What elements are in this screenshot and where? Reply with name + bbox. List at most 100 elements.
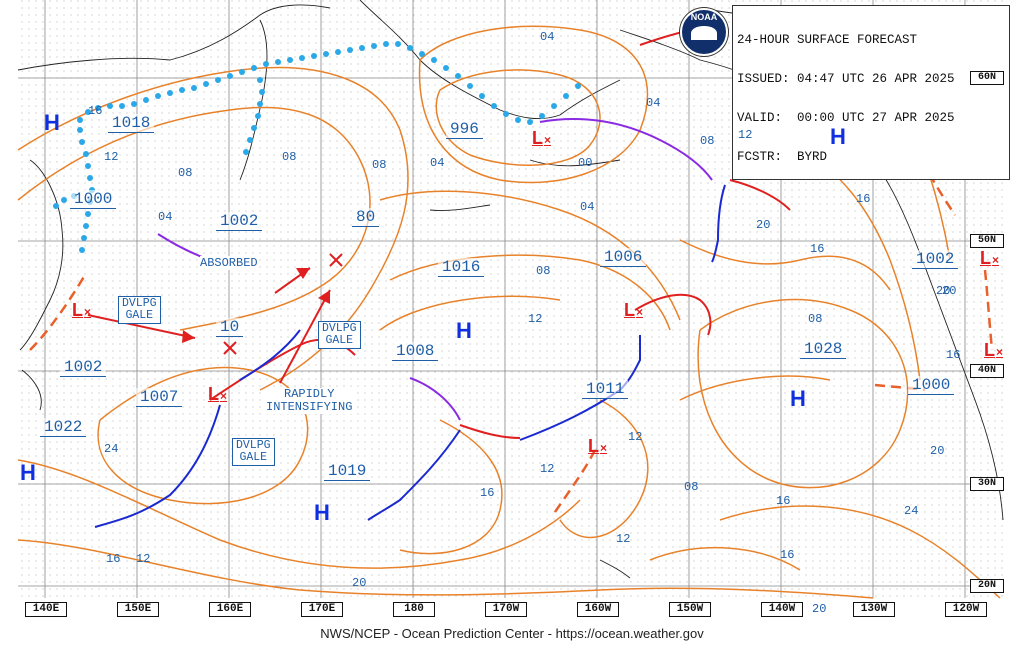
gale-box-1-line1: DVLPG — [122, 297, 157, 310]
gale-box-1: DVLPG GALE — [118, 296, 161, 324]
low-pressure-marker: L× — [588, 436, 608, 456]
isobar-label: 04 — [580, 200, 595, 214]
isobar-label: 08 — [372, 158, 387, 172]
isobar-label: 08 — [282, 150, 297, 164]
low-center-x-icon: × — [992, 253, 1000, 267]
forecast-header: 24-HOUR SURFACE FORECAST ISSUED: 04:47 U… — [732, 5, 1010, 180]
isobar-label: 00 — [578, 156, 593, 170]
arrow-heads — [182, 268, 330, 343]
pressure-value: 1002 — [60, 358, 107, 377]
isobar-label: 20 — [936, 284, 951, 298]
high-pressure-marker: H — [830, 124, 846, 149]
x-marks — [223, 253, 343, 355]
gale-box-1-line2: GALE — [125, 309, 154, 322]
header-forecaster: FCSTR: BYRD — [737, 150, 828, 164]
isobar-label: 16 — [780, 548, 795, 562]
isobar-label: 04 — [646, 96, 661, 110]
low-pressure-marker: L× — [980, 248, 1000, 268]
pressure-value: 1018 — [108, 114, 155, 133]
gale-box-2: DVLPG GALE — [318, 321, 361, 349]
pressure-value: 1016 — [438, 258, 485, 277]
isobar-label: 08 — [700, 134, 715, 148]
isobar-label: 08 — [178, 166, 193, 180]
pressure-value: 1028 — [800, 340, 847, 359]
isobar-label: 16 — [810, 242, 825, 256]
longitude-label: 150E — [117, 602, 159, 617]
high-pressure-marker: H — [790, 386, 806, 411]
isobar-label: 16 — [856, 192, 871, 206]
low-pressure-marker: L× — [984, 340, 1004, 360]
noaa-logo-text: NOAA — [690, 12, 718, 22]
isobar-label: 20 — [352, 576, 367, 590]
pressure-value: 1002 — [216, 212, 263, 231]
pressure-value: 1002 — [912, 250, 959, 269]
pressure-value: 1008 — [392, 342, 439, 361]
high-pressure-marker: H — [20, 460, 36, 485]
low-pressure-marker: L× — [624, 300, 644, 320]
isobar-label: 04 — [430, 156, 445, 170]
latitude-label: 50N — [970, 234, 1004, 248]
low-pressure-marker: L× — [208, 384, 228, 404]
header-title: 24-HOUR SURFACE FORECAST — [737, 33, 918, 47]
longitude-label: 160E — [209, 602, 251, 617]
isobar-label: 12 — [528, 312, 543, 326]
isobar-label: 20 — [942, 284, 957, 298]
ice-edge — [53, 41, 581, 253]
isobar-label: 24 — [104, 442, 119, 456]
latitude-label: 40N — [970, 364, 1004, 378]
isobar-label: 12 — [136, 552, 151, 566]
longitude-label: 160W — [577, 602, 619, 617]
low-center-x-icon: × — [636, 305, 644, 319]
isobars — [17, 25, 1001, 599]
isobar-label: 04 — [158, 210, 173, 224]
isobar-label: 08 — [808, 312, 823, 326]
low-center-x-icon: × — [996, 345, 1004, 359]
noaa-bird-icon — [691, 26, 717, 40]
pressure-value: 1007 — [136, 388, 183, 407]
header-valid: VALID: 00:00 UTC 27 APR 2025 — [737, 111, 955, 125]
rapidly-intensifying-label: RAPIDLY INTENSIFYING — [266, 387, 353, 414]
low-center-x-icon: × — [544, 133, 552, 147]
rapidly-line: RAPIDLY — [284, 387, 335, 401]
intensifying-line: INTENSIFYING — [266, 400, 353, 414]
longitude-label: 140E — [25, 602, 67, 617]
high-pressure-marker: H — [456, 318, 472, 343]
footer-credit: NWS/NCEP - Ocean Prediction Center - htt… — [320, 626, 704, 641]
latitude-label: 20N — [970, 579, 1004, 593]
pressure-value: 10 — [216, 318, 244, 337]
low-center-x-icon: × — [220, 389, 228, 403]
header-issued: ISSUED: 04:47 UTC 26 APR 2025 — [737, 72, 955, 86]
pressure-value: 996 — [446, 120, 483, 139]
pressure-value: 80 — [352, 208, 380, 227]
pressure-value: 1011 — [582, 380, 629, 399]
isobar-label: 08 — [536, 264, 551, 278]
pressure-value: 1000 — [908, 376, 955, 395]
longitude-label: 170E — [301, 602, 343, 617]
isobar-label: 12 — [616, 532, 631, 546]
isobar-label: 16 — [776, 494, 791, 508]
longitude-label: 130W — [853, 602, 895, 617]
pressure-value: 1019 — [324, 462, 371, 481]
low-pressure-marker: L× — [72, 300, 92, 320]
isobar-label: 20 — [930, 444, 945, 458]
noaa-logo: NOAA — [680, 8, 728, 56]
isobar-label: 16 — [946, 348, 961, 362]
low-center-x-icon: × — [600, 441, 608, 455]
high-pressure-marker: H — [44, 110, 60, 135]
pressure-value: 1022 — [40, 418, 87, 437]
isobar-label: 12 — [104, 150, 119, 164]
isobar-label: 12 — [540, 462, 555, 476]
longitude-label: 120W — [945, 602, 987, 617]
isobar-label: 24 — [904, 504, 919, 518]
gale-box-3-line2: GALE — [239, 451, 268, 464]
isobar-label: 16 — [88, 104, 103, 118]
isobar-label: 16 — [106, 552, 121, 566]
absorbed-label: ABSORBED — [200, 256, 258, 270]
gale-box-3: DVLPG GALE — [232, 438, 275, 466]
longitude-label: 140W — [761, 602, 803, 617]
low-pressure-marker: L× — [532, 128, 552, 148]
pressure-value: 1006 — [600, 248, 647, 267]
high-pressure-marker: H — [314, 500, 330, 525]
longitude-label: 180 — [393, 602, 435, 617]
gale-box-3-line1: DVLPG — [236, 439, 271, 452]
